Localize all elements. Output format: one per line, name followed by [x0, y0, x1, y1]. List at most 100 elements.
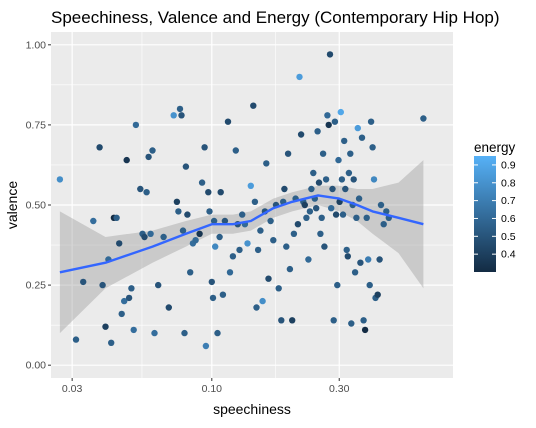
data-point	[297, 131, 305, 138]
data-point	[370, 176, 378, 183]
data-point	[210, 217, 218, 225]
data-point	[361, 326, 369, 334]
data-point	[187, 269, 194, 276]
data-point	[239, 211, 246, 218]
data-point	[205, 189, 212, 196]
data-point	[173, 198, 181, 205]
data-point	[90, 217, 97, 225]
data-point	[283, 243, 290, 250]
data-point	[253, 304, 260, 311]
data-point	[251, 198, 259, 205]
data-point	[321, 243, 328, 250]
data-point	[128, 285, 135, 292]
y-axis-ticks: 0.00 0.25 0.50 0.75 1.00	[26, 39, 51, 372]
data-point	[296, 73, 303, 81]
data-point	[165, 304, 172, 311]
data-point	[275, 285, 282, 292]
data-point	[108, 339, 115, 346]
data-point	[155, 281, 162, 289]
data-point	[250, 102, 257, 109]
data-point	[236, 246, 243, 254]
data-point	[270, 237, 277, 244]
data-point	[96, 144, 103, 151]
data-point	[121, 297, 128, 305]
data-point	[151, 329, 158, 337]
data-point	[350, 176, 357, 183]
data-point	[329, 185, 336, 193]
data-point	[102, 323, 109, 330]
data-point	[214, 329, 221, 337]
data-point	[318, 214, 325, 221]
data-point	[130, 326, 137, 334]
legend-tick-label: 0.6	[501, 213, 516, 225]
y-tick-label: 0.25	[26, 280, 47, 292]
confidence-band	[59, 160, 424, 334]
data-point	[290, 230, 298, 237]
data-point	[247, 182, 254, 189]
data-point	[341, 137, 348, 145]
data-point	[229, 253, 237, 260]
data-point	[377, 201, 385, 209]
data-point	[294, 221, 302, 228]
data-point	[160, 233, 167, 241]
data-point	[118, 310, 125, 318]
data-point	[192, 237, 199, 244]
data-point	[56, 176, 64, 183]
data-point	[259, 297, 266, 305]
data-point	[265, 275, 272, 282]
data-point	[315, 179, 323, 186]
data-point	[301, 201, 308, 209]
data-point	[305, 256, 312, 263]
data-point	[179, 227, 187, 234]
data-point	[383, 208, 390, 215]
data-point	[330, 317, 337, 324]
data-point	[196, 230, 203, 237]
major-grid	[51, 32, 453, 378]
data-point	[354, 124, 361, 132]
data-point	[184, 211, 191, 218]
data-point	[344, 253, 351, 260]
smooth-line	[59, 194, 424, 274]
data-point	[143, 189, 150, 196]
data-point	[420, 115, 427, 122]
data-point	[369, 144, 376, 151]
data-point	[125, 294, 133, 302]
data-point	[147, 230, 154, 237]
data-point	[170, 112, 177, 119]
data-point	[313, 205, 320, 212]
data-point	[219, 291, 227, 298]
y-tick-label: 0.75	[26, 119, 47, 131]
data-point	[338, 176, 346, 183]
data-point	[376, 256, 383, 263]
data-point	[328, 205, 335, 212]
data-point	[306, 208, 314, 215]
data-point	[308, 185, 315, 193]
x-tick-label: 0.03	[62, 383, 83, 395]
data-point	[380, 221, 387, 228]
data-point	[181, 329, 188, 337]
data-point	[145, 153, 152, 161]
data-point	[175, 208, 182, 215]
data-point	[319, 150, 327, 157]
legend-ticks: 0.4 0.5 0.6 0.7 0.8 0.9	[474, 159, 516, 261]
data-point	[363, 214, 370, 221]
data-point	[123, 156, 130, 164]
data-point	[314, 128, 321, 135]
data-point	[244, 240, 251, 247]
data-point	[303, 214, 310, 221]
data-point	[217, 189, 224, 196]
legend-tick-label: 0.8	[501, 177, 516, 189]
data-point	[289, 317, 296, 324]
data-point	[198, 179, 206, 186]
x-tick-label: 0.30	[329, 383, 350, 395]
data-point	[137, 185, 144, 193]
data-point	[317, 230, 324, 237]
y-axis-title: valence	[4, 181, 20, 229]
data-point	[201, 144, 208, 151]
legend-colorbar	[474, 156, 496, 272]
data-point	[208, 278, 215, 286]
data-point	[324, 112, 331, 119]
data-point	[149, 147, 156, 154]
